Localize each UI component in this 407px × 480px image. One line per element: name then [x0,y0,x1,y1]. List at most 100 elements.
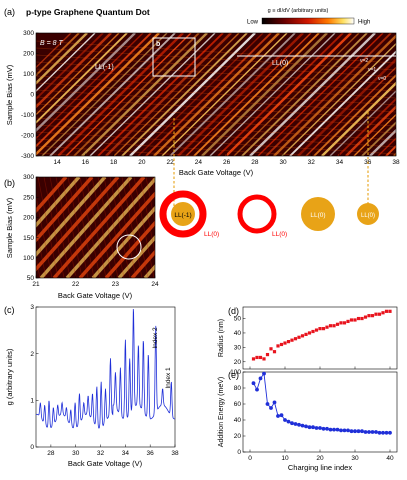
plot-c-series-line [36,308,175,429]
heatmap-stripe [57,33,184,156]
highlight-circle [116,234,142,260]
heatmap-stripe [249,33,376,156]
heatmap-stripe [321,81,396,156]
x-tick-label: 14 [54,159,62,166]
energy-point [255,387,259,392]
heatmap-stripe [265,33,392,156]
heatmap-stripe [73,33,200,156]
y-tick-label: 40 [234,330,242,337]
heatmap-a-xlabel: Back Gate Voltage (V) [179,168,254,177]
y-tick-label: 1 [30,398,34,405]
heatmap-stripe [104,220,155,278]
heatmap-stripe [297,57,396,156]
panel-b-label: (b) [4,178,15,188]
energy-point [325,426,329,431]
y-tick-label: 0 [237,449,241,456]
x-tick-label: 28 [251,159,259,166]
heatmap-stripe [109,177,131,278]
label-schematic-ll0-d: LL(0) [361,213,375,219]
heatmap-stripe [241,33,368,156]
heatmap-stripe [78,191,155,278]
heatmap-stripe [36,33,152,148]
y-tick-label: 300 [23,30,34,37]
radius-point [286,340,291,344]
radius-point [269,347,273,351]
energy-point [318,426,322,430]
energy-point [381,430,385,435]
x-tick-label: 18 [110,159,118,166]
heatmap-stripe [121,177,143,278]
radius-point [262,357,266,361]
radius-point [367,314,371,318]
heatmap-stripe [36,225,47,278]
radius-point [360,316,364,321]
label-ll-minus1: LL(-1) [95,64,114,71]
heatmap-a-ylabel: Sample Bias (mV) [5,64,14,125]
x-tick-label: 30 [72,450,80,457]
y-tick-label: 60 [234,401,242,408]
heatmap-stripe [185,33,312,156]
y-tick-label: 20 [234,433,242,440]
heatmap-stripe [139,177,155,255]
heatmap-stripe [145,33,272,156]
heatmap-stripe [81,33,208,156]
radius-point [314,328,319,332]
energy-point [262,371,266,376]
heatmap-stripe [36,89,396,113]
panel-c-label: (c) [4,305,15,315]
heatmap-stripe [41,33,168,156]
heatmap-stripe [36,124,396,148]
plot-e-frame [242,371,398,453]
energy-point [314,426,319,430]
heatmap-stripe [39,177,133,278]
heatmap-stripe [14,177,34,278]
radius-point [349,318,354,322]
energy-point [356,429,361,434]
x-tick-label: 32 [308,159,316,166]
label-nu1: ν=1 [368,67,376,73]
heatmap-stripe [337,97,396,156]
y-tick-label: 0 [30,92,34,99]
plot-c-frame [35,306,176,448]
heatmap-stripe [36,54,396,78]
heatmap-stripe [225,33,352,156]
heatmap-stripe [145,177,155,225]
energy-point [377,430,382,435]
heatmap-stripe [36,177,107,258]
radius-point [311,329,315,334]
radius-point [258,355,263,360]
energy-point [384,430,389,435]
y-tick-label: -100 [21,112,34,119]
radius-point [335,322,340,326]
heatmap-stripe [36,82,396,106]
radius-point [342,321,347,325]
heatmap-stripe [36,177,68,214]
dot-ll0-small [357,203,379,225]
radius-point [328,324,333,328]
heatmap-stripe [36,61,396,85]
heatmap-stripe [177,33,304,156]
y-tick-label: 2 [30,351,34,358]
energy-point [265,402,270,406]
energy-point [283,418,287,422]
x-tick-label: 36 [147,450,155,457]
y-tick-label: 100 [23,255,34,262]
y-tick-label: -300 [21,153,34,160]
radius-point [300,334,305,338]
energy-point [293,422,298,426]
energy-point [290,421,294,426]
heatmap-b-xlabel: Back Gate Voltage (V) [58,291,133,300]
heatmap-stripe [36,255,41,278]
heatmap-stripe [36,96,396,120]
heatmap-stripe [233,33,360,156]
heatmap-stripe [402,33,407,156]
heatmap-b-axes: 21 22 23 24 300 250 200 150 100 50 [23,174,159,288]
label-schematic-ll0-a: LL(0) [204,231,219,238]
heatmap-stripe [369,128,396,156]
plot-c-xlabel: Back Gate Voltage (V) [68,459,143,468]
heatmap-b-ylabel: Sample Bias (mV) [5,197,14,258]
heatmap-stripe [137,33,264,156]
heatmap-stripe [201,33,328,156]
x-tick-label: 22 [72,281,80,288]
